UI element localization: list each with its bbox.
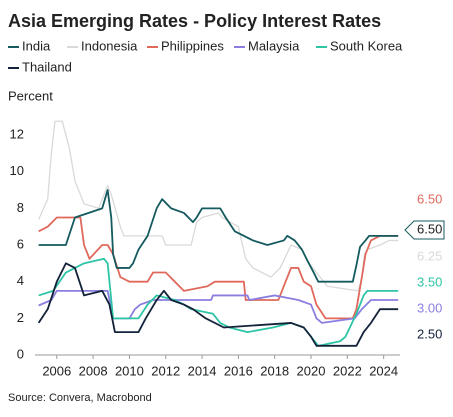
y-axis-label: Percent	[8, 88, 53, 103]
series-line	[38, 189, 399, 283]
legend-label: Malaysia	[248, 38, 300, 53]
legend-label: Philippines	[161, 38, 224, 53]
y-tick-label: 4	[17, 273, 24, 288]
y-tick-label: 8	[17, 200, 24, 215]
legend-label: South Korea	[330, 38, 403, 53]
legend-label: Thailand	[22, 59, 72, 74]
x-tick-label: 2016	[224, 363, 253, 378]
end-label: 6.25	[417, 248, 442, 263]
y-tick-label: 0	[17, 346, 24, 361]
y-tick-label: 6	[17, 236, 24, 251]
y-tick-label: 2	[17, 310, 24, 325]
end-label: 3.00	[417, 300, 442, 315]
end-label: 6.50	[417, 221, 442, 236]
x-tick-label: 2012	[151, 363, 180, 378]
end-label: 6.50	[417, 191, 442, 206]
x-tick-label: 2008	[79, 363, 108, 378]
legend-label: India	[22, 38, 51, 53]
end-label: 2.50	[417, 326, 442, 341]
x-tick-label: 2010	[115, 363, 144, 378]
x-tick-label: 2020	[297, 363, 326, 378]
series-line	[38, 120, 399, 292]
x-tick-label: 2018	[260, 363, 289, 378]
end-label-box	[404, 220, 445, 240]
end-label: 3.50	[417, 274, 442, 289]
x-tick-label: 2024	[369, 363, 398, 378]
x-tick-label: 2006	[42, 363, 71, 378]
series-line	[38, 257, 399, 347]
series-line	[37, 262, 399, 347]
x-tick-label: 2022	[333, 363, 362, 378]
legend-label: Indonesia	[81, 38, 138, 53]
source: Source: Convera, Macrobond	[8, 392, 152, 404]
chart-title: Asia Emerging Rates - Policy Interest Ra…	[8, 11, 381, 31]
series-line	[38, 216, 399, 320]
y-tick-label: 10	[10, 163, 24, 178]
y-tick-label: 12	[10, 126, 24, 141]
x-tick-label: 2014	[188, 363, 217, 378]
